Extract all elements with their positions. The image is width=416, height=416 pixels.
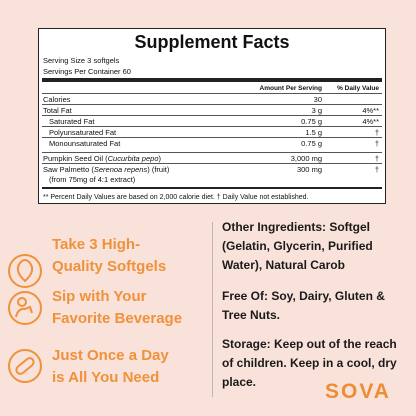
name-part: Cucurbita pepo bbox=[107, 154, 159, 163]
fact-row: Polyunsaturated Fat 1.5 g † bbox=[42, 126, 382, 138]
fact-row: (from 75mg of 4:1 extract) bbox=[42, 174, 382, 185]
fact-row: Total Fat 3 g 4%** bbox=[42, 104, 382, 116]
fact-row: Saturated Fat 0.75 g 4%** bbox=[42, 115, 382, 127]
benefit: Sip with Your Favorite Beverage bbox=[52, 286, 212, 330]
benefit-line: Quality Softgels bbox=[52, 258, 167, 275]
name-part: Serenoa repens bbox=[93, 165, 148, 174]
rule bbox=[42, 78, 382, 82]
capsule-icon bbox=[8, 349, 42, 383]
softgel-icon bbox=[8, 254, 42, 288]
name-part: Total Fat bbox=[43, 106, 72, 115]
benefit-line: Favorite Beverage bbox=[52, 310, 183, 327]
nutrient-name: Saw Palmetto (Serenoa repens) (fruit) bbox=[43, 165, 169, 174]
benefit: Take 3 High- Quality Softgels bbox=[52, 234, 212, 278]
daily-value: † bbox=[374, 165, 379, 174]
name-part: Monounsaturated Fat bbox=[49, 139, 121, 148]
daily-value: † bbox=[374, 139, 379, 148]
amount: 300 mg bbox=[296, 165, 322, 174]
benefit-line: Take 3 High- bbox=[52, 236, 141, 253]
dv-header: % Daily Value bbox=[337, 85, 379, 92]
fact-row: Pumpkin Seed Oil (Cucurbita pepo) 3,000 m… bbox=[42, 152, 382, 164]
amount: 3 g bbox=[311, 106, 322, 115]
name-part: Pumpkin Seed Oil ( bbox=[43, 154, 108, 163]
amount: 0.75 g bbox=[301, 117, 322, 126]
logo: SOVA bbox=[325, 380, 391, 403]
divider bbox=[212, 222, 213, 397]
nutrient-name: (from 75mg of 4:1 extract) bbox=[43, 175, 135, 184]
fact-row: Saw Palmetto (Serenoa repens) (fruit) 300… bbox=[42, 163, 382, 175]
info-text: Other Ingredients: Softgel (Gelatin, Gly… bbox=[222, 220, 373, 272]
fact-row: Monounsaturated Fat 0.75 g † bbox=[42, 137, 382, 149]
daily-value: 4%** bbox=[362, 117, 379, 126]
nutrient-name: Polyunsaturated Fat bbox=[43, 128, 116, 137]
servings-per-container: Servings Per Container 60 bbox=[43, 67, 131, 76]
nutrient-name: Pumpkin Seed Oil (Cucurbita pepo) bbox=[43, 154, 161, 163]
amount: 0.75 g bbox=[301, 139, 322, 148]
fact-row: Calories 30 bbox=[42, 93, 382, 105]
daily-value: 4%** bbox=[362, 106, 379, 115]
benefit: Just Once a Day is All You Need bbox=[52, 345, 212, 389]
serving-size: Serving Size 3 softgels bbox=[43, 56, 120, 65]
rule bbox=[42, 187, 382, 189]
nutrient-name: Monounsaturated Fat bbox=[43, 139, 120, 148]
info-text: Storage: Keep out of the reach of childr… bbox=[222, 337, 397, 389]
daily-value: † bbox=[374, 154, 379, 163]
benefit-line: Sip with Your bbox=[52, 288, 147, 305]
amount-header: Amount Per Serving bbox=[259, 85, 322, 92]
name-part: (from 75mg of 4:1 extract) bbox=[49, 175, 136, 184]
name-part: Saw Palmetto ( bbox=[43, 165, 94, 174]
name-part: ) bbox=[158, 154, 162, 163]
nutrient-name: Calories bbox=[43, 95, 71, 104]
footnote: ** Percent Daily Values are based on 2,0… bbox=[43, 194, 309, 201]
daily-value: † bbox=[374, 128, 379, 137]
amount: 3,000 mg bbox=[290, 154, 322, 163]
supplement-facts: Supplement Facts Serving Size 3 softgels… bbox=[38, 28, 386, 204]
facts-title: Supplement Facts bbox=[134, 32, 290, 52]
benefit-line: Just Once a Day bbox=[52, 347, 169, 364]
info-text: Free Of: Soy, Dairy, Gluten & Tree Nuts. bbox=[222, 289, 385, 322]
name-part: Calories bbox=[43, 95, 71, 104]
nutrient-name: Total Fat bbox=[43, 106, 72, 115]
name-part: Saturated Fat bbox=[49, 117, 95, 126]
header-row: Amount Per Serving % Daily Value bbox=[42, 84, 382, 95]
nutrient-name: Saturated Fat bbox=[43, 117, 94, 126]
amount: 30 bbox=[313, 95, 322, 104]
beverage-icon bbox=[8, 291, 42, 325]
name-part: ) (fruit) bbox=[147, 165, 170, 174]
benefit-line: is All You Need bbox=[52, 369, 160, 386]
amount: 1.5 g bbox=[305, 128, 322, 137]
name-part: Polyunsaturated Fat bbox=[49, 128, 117, 137]
